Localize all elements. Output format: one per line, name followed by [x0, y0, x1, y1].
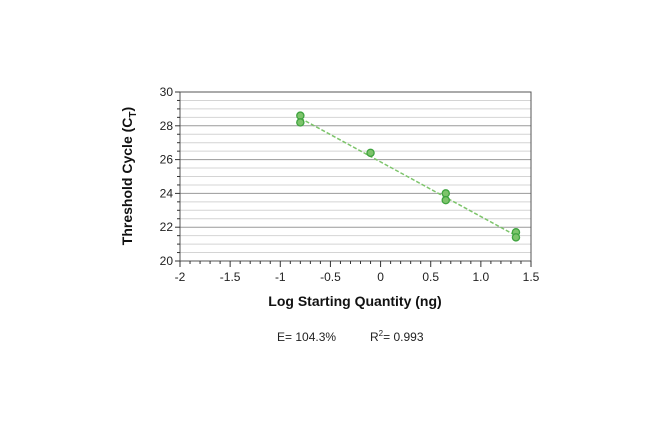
efficiency-annotation: E= 104.3% [277, 330, 336, 344]
x-tick-label: -0.5 [320, 270, 341, 284]
r-squared-superscript: 2 [379, 329, 384, 338]
y-tick-label: 22 [160, 220, 174, 234]
x-axis-title: Log Starting Quantity (ng) [268, 293, 441, 309]
y-tick-label: 20 [160, 254, 174, 268]
r-squared-value: = 0.993 [383, 330, 424, 344]
x-tick-label: -1.5 [220, 270, 241, 284]
x-tick-label: -2 [175, 270, 186, 284]
y-tick-label: 26 [160, 153, 174, 167]
y-tick-label: 30 [160, 85, 174, 99]
data-point [511, 233, 521, 242]
x-tick-label: 0.5 [422, 270, 439, 284]
y-axis-title-subscript: T [128, 111, 139, 117]
trendline-layer [299, 117, 517, 237]
x-tick-label: 0 [377, 270, 384, 284]
y-axis-title: Threshold Cycle (CT) [119, 107, 139, 245]
axis-layer [175, 91, 532, 267]
y-tick-label: 28 [160, 119, 174, 133]
data-point [296, 118, 305, 127]
y-axis-title-close: ) [119, 107, 135, 112]
r-squared-prefix: R [370, 330, 379, 344]
y-tick-label: 24 [160, 186, 174, 200]
data-point [366, 148, 375, 158]
r-squared-annotation: R2= 0.993 [370, 329, 424, 344]
x-tick-label: -1 [275, 270, 286, 284]
data-points-layer [296, 111, 521, 242]
tick-labels-layer: 20 22 24 26 28 30 -2 -1.5 -1 -0.5 0 0.5 1.0 1.5 [160, 85, 540, 284]
x-tick-label: 1.5 [523, 270, 540, 284]
grid-layer [180, 91, 531, 262]
data-point [441, 195, 451, 205]
x-tick-label: 1.0 [473, 270, 490, 284]
regression-trendline [299, 117, 517, 237]
y-axis-title-main: Threshold Cycle (C [119, 118, 135, 246]
